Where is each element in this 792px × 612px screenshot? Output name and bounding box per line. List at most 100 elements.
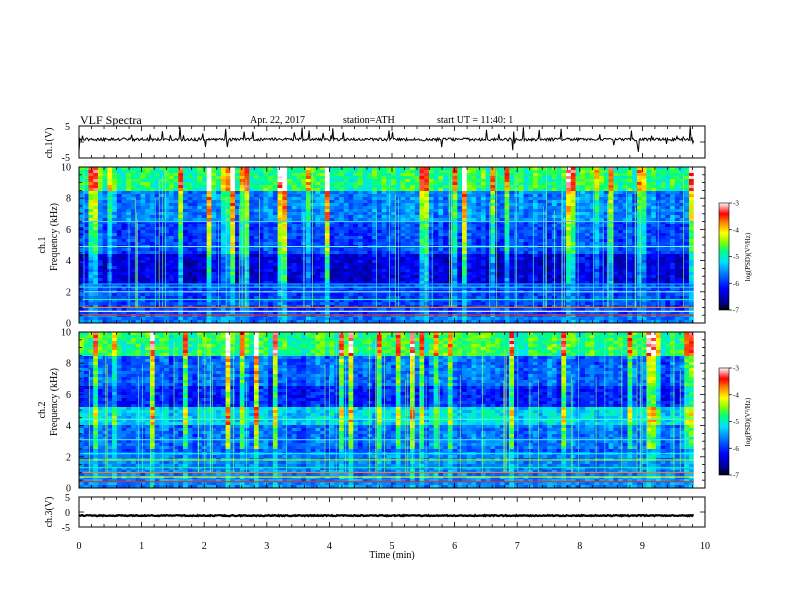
spectrogram-cell [164, 188, 170, 192]
spectrogram-cell [466, 206, 472, 210]
spectrogram-cell [258, 275, 264, 279]
spectrogram-cell [561, 197, 567, 201]
spectrogram-cell [419, 215, 425, 219]
spectrogram-cell [296, 233, 302, 237]
spectrogram-cell [376, 227, 382, 231]
spectrogram-cell [651, 266, 657, 270]
spectrogram-cell [263, 254, 269, 258]
spectrogram-cell [410, 182, 416, 186]
spectrogram-cell [480, 260, 487, 264]
spectrogram-cell [154, 200, 160, 204]
spectrogram-cell [88, 212, 94, 216]
spectrogram-cell [116, 218, 122, 222]
spectrogram-cell [580, 188, 586, 192]
spectrogram-cell [490, 167, 496, 171]
spectrogram-cell [93, 248, 99, 252]
spectrogram-cell [395, 194, 401, 198]
spectrogram-cell [211, 179, 217, 183]
spectrogram-cell [462, 182, 468, 186]
spectrogram-cell [353, 197, 359, 201]
spectrogram-cell [268, 242, 274, 246]
spectrogram-cell [410, 173, 416, 177]
spectrogram-cell [495, 242, 501, 246]
spectrogram-cell [376, 179, 382, 183]
spectrogram-cell [414, 182, 420, 186]
spectrogram-cell [528, 218, 534, 222]
spectrogram-cell [362, 233, 368, 237]
spectrogram-cell [674, 233, 680, 237]
spectrogram-cell [622, 254, 628, 258]
spectrogram-cell [395, 173, 401, 177]
spectrogram-cell [476, 212, 482, 216]
spectrogram-cell [315, 260, 321, 264]
spectrogram-cell [206, 278, 212, 282]
spectrogram-cell [79, 233, 85, 237]
spectrogram-cell [438, 230, 444, 234]
spectrogram-cell [197, 188, 203, 192]
spectrogram-cell [509, 263, 515, 267]
spectrogram-cell [504, 227, 510, 231]
spectrogram-cell [447, 236, 453, 240]
spectrogram-cell [348, 257, 354, 261]
spectrogram-cell [608, 215, 614, 219]
spectrogram-cell [556, 248, 562, 252]
spectrogram-cell [183, 170, 189, 174]
spectrogram-cell [480, 209, 487, 213]
spectrogram-cell [253, 176, 260, 180]
spectrogram-cell [433, 242, 439, 246]
spectrogram-cell [230, 215, 236, 219]
spectrogram-cell [197, 212, 203, 216]
spectrogram-cell [88, 266, 94, 270]
spectrogram-cell [357, 269, 364, 273]
spectrogram-cell [599, 221, 605, 225]
spectrogram-cell [476, 203, 482, 207]
spectrogram-cell [566, 209, 572, 213]
spectrogram-cell [424, 257, 430, 261]
spectrogram-cell [428, 173, 434, 177]
spectrogram-cell [405, 242, 411, 246]
spectrogram-cell [589, 173, 595, 177]
spectrogram-cell [258, 230, 264, 234]
spectrogram-cell [608, 212, 614, 216]
spectrogram-cell [636, 215, 643, 219]
spectrogram-cell [277, 257, 283, 261]
spectrogram-cell [79, 263, 85, 267]
spectrogram-cell [499, 215, 505, 219]
spectrogram-cell [660, 167, 666, 171]
spectrogram-cell [178, 194, 184, 198]
spectrogram-cell [490, 191, 496, 195]
spectrogram-cell [679, 200, 685, 204]
spectrogram-cell [183, 203, 189, 207]
spectrogram-cell [88, 203, 94, 207]
spectrogram-cell [636, 191, 643, 195]
spectrogram-cell [97, 191, 103, 195]
spectrogram-cell [187, 206, 193, 210]
spectrogram-cell [102, 203, 108, 207]
spectrogram-cell [173, 263, 179, 267]
spectrogram-cell [651, 206, 657, 210]
spectrogram-cell [452, 269, 458, 273]
spectrogram-cell [466, 209, 472, 213]
spectrogram-cell [277, 200, 283, 204]
spectrogram-cell [679, 179, 685, 183]
spectrogram-cell [457, 182, 463, 186]
spectrogram-cell [580, 206, 586, 210]
spectrogram-cell [410, 236, 416, 240]
spectrogram-cell [646, 179, 652, 183]
spectrogram-cell [599, 179, 605, 183]
spectrogram-cell [608, 206, 614, 210]
spectrogram-cell [88, 257, 94, 261]
spectrogram-cell [197, 179, 203, 183]
spectrogram-cell [201, 212, 208, 216]
spectrogram-cell [320, 203, 326, 207]
spectrogram-cell [249, 278, 255, 282]
spectrogram-cell [310, 167, 316, 171]
spectrogram-cell [504, 176, 510, 180]
date-label: Apr. 22, 2017 [250, 115, 305, 126]
spectrogram-cell [670, 197, 676, 201]
spectrogram-cell [348, 203, 354, 207]
spectrogram-cell [674, 209, 680, 213]
spectrogram-cell [211, 233, 217, 237]
spectrogram-cell [362, 200, 368, 204]
spectrogram-cell [329, 221, 335, 225]
